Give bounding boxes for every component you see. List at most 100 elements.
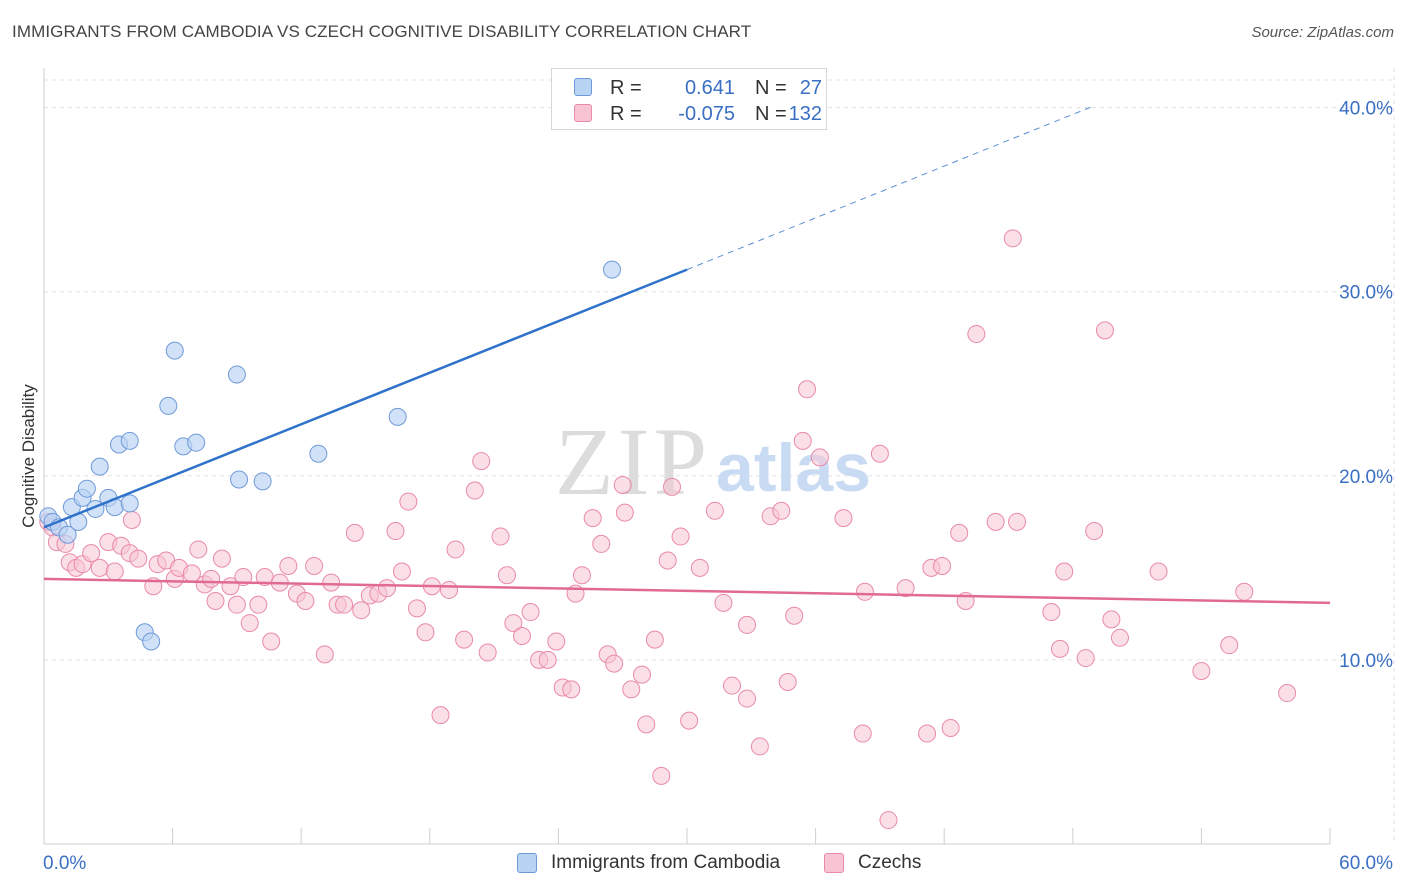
cambodia-trend-extension bbox=[686, 105, 1095, 271]
czechs-point bbox=[853, 724, 872, 743]
legend-r-label: R = bbox=[610, 77, 642, 99]
cambodia-point bbox=[253, 472, 272, 491]
y-tick-label: 10.0% bbox=[1339, 651, 1393, 672]
czechs-point bbox=[105, 562, 124, 581]
czechs-point bbox=[738, 615, 757, 634]
cambodia-point bbox=[58, 525, 77, 544]
czechs-point bbox=[637, 715, 656, 734]
chart-source: Source: ZipAtlas.com bbox=[1251, 24, 1394, 41]
czechs-point bbox=[1042, 603, 1061, 622]
x-tick-label-min: 0.0% bbox=[43, 853, 86, 874]
czechs-trend-line bbox=[43, 577, 1331, 605]
czechs-point bbox=[122, 510, 141, 529]
legend-n-value: 132 bbox=[788, 103, 822, 125]
czechs-point bbox=[399, 492, 418, 511]
czechs-point bbox=[592, 534, 611, 553]
legend-r-value: -0.075 bbox=[678, 103, 735, 125]
czechs-point bbox=[240, 614, 259, 633]
czechs-point bbox=[296, 591, 315, 610]
czechs-point bbox=[538, 650, 557, 669]
czechs-point bbox=[879, 811, 898, 830]
czechs-point bbox=[305, 557, 324, 576]
czechs-point bbox=[918, 724, 937, 743]
cambodia-point bbox=[142, 632, 161, 651]
czechs-point bbox=[335, 595, 354, 614]
czechs-point bbox=[547, 632, 566, 651]
czechs-point bbox=[658, 551, 677, 570]
legend-r-value: 0.641 bbox=[684, 77, 735, 99]
czechs-point bbox=[933, 557, 952, 576]
series-label-czechs: Czechs bbox=[858, 852, 922, 873]
czechs-point bbox=[202, 569, 221, 588]
cambodia-point bbox=[165, 341, 184, 360]
czechs-point bbox=[1192, 661, 1211, 680]
czechs-point bbox=[512, 626, 531, 645]
czechs-point bbox=[785, 606, 804, 625]
czechs-point bbox=[572, 566, 591, 585]
czechs-point bbox=[723, 676, 742, 695]
czechs-point bbox=[798, 380, 817, 399]
legend-n-label: N = bbox=[755, 77, 787, 99]
series-swatch-cambodia bbox=[517, 853, 537, 873]
watermark-atlas: atlas bbox=[716, 430, 871, 506]
cambodia-point bbox=[159, 396, 178, 415]
axes: 10.0% 20.0% 30.0% 40.0% bbox=[43, 68, 1393, 845]
czechs-point bbox=[129, 549, 148, 568]
czechs-point bbox=[870, 444, 889, 463]
czechs-point bbox=[189, 540, 208, 559]
czechs-point bbox=[377, 579, 396, 598]
czechs-point bbox=[1149, 562, 1168, 581]
czechs-point bbox=[249, 595, 268, 614]
czechs-point bbox=[714, 593, 733, 612]
czechs-point bbox=[680, 711, 699, 730]
czechs-point bbox=[322, 573, 341, 592]
czechs-point bbox=[478, 643, 497, 662]
czechs-point bbox=[1220, 636, 1239, 655]
czechs-point bbox=[615, 503, 634, 522]
y-tick-label: 20.0% bbox=[1339, 467, 1393, 488]
czechs-point bbox=[206, 591, 225, 610]
czechs-point bbox=[613, 476, 632, 495]
czechs-point bbox=[386, 522, 405, 541]
y-axis-label: Cognitive Disability bbox=[19, 384, 38, 528]
cambodia-point bbox=[388, 407, 407, 426]
czechs-point bbox=[690, 558, 709, 577]
x-tick-label-max: 60.0% bbox=[1339, 853, 1393, 874]
czechs-point bbox=[1235, 582, 1254, 601]
czechs-point bbox=[497, 566, 516, 585]
czechs-point bbox=[1110, 628, 1129, 647]
czechs-point bbox=[431, 706, 450, 725]
czechs-point bbox=[279, 557, 298, 576]
legend-n-value: 27 bbox=[799, 77, 822, 99]
czechs-point bbox=[504, 614, 523, 633]
czechs-point bbox=[212, 549, 231, 568]
czechs-point bbox=[455, 630, 474, 649]
trend-lines bbox=[43, 105, 1331, 605]
y-tick-label: 30.0% bbox=[1339, 283, 1393, 304]
watermark-zip: ZIP bbox=[555, 408, 711, 515]
czechs-point bbox=[834, 509, 853, 528]
cambodia-point bbox=[90, 457, 109, 476]
czechs-point bbox=[1008, 512, 1027, 531]
data-points bbox=[39, 229, 1297, 830]
cambodia-point bbox=[230, 470, 249, 489]
czechs-point bbox=[1003, 229, 1022, 248]
czechs-point bbox=[345, 523, 364, 542]
czechs-point bbox=[472, 452, 491, 471]
series-label-cambodia: Immigrants from Cambodia bbox=[551, 852, 781, 873]
czechs-point bbox=[227, 595, 246, 614]
czechs-point bbox=[1085, 522, 1104, 541]
czechs-point bbox=[622, 680, 641, 699]
czechs-point bbox=[793, 431, 812, 450]
czechs-point bbox=[896, 579, 915, 598]
czechs-point bbox=[465, 481, 484, 500]
cambodia-point bbox=[602, 260, 621, 279]
watermark: ZIP atlas bbox=[555, 408, 871, 515]
czechs-point bbox=[446, 540, 465, 559]
cambodia-point bbox=[187, 433, 206, 452]
czechs-point bbox=[82, 544, 101, 563]
czechs-point bbox=[941, 719, 960, 738]
cambodia-point bbox=[309, 444, 328, 463]
y-tick-label: 40.0% bbox=[1339, 99, 1393, 120]
